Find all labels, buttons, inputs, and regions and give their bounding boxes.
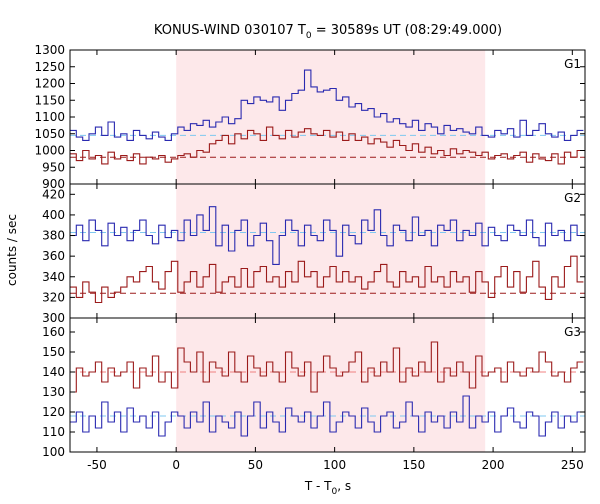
x-axis-label-main: T - T — [304, 479, 332, 493]
g2-y-tick-label-300: 300 — [42, 311, 65, 325]
y-axis-label: counts / sec — [5, 214, 19, 286]
g3-y-tick-label-120: 120 — [42, 405, 65, 419]
data-layer — [70, 69, 585, 437]
g1-panel-label: G1 — [564, 57, 581, 71]
g2-y-tick-label-320: 320 — [42, 290, 65, 304]
x-axis-label-rest: , s — [337, 479, 351, 493]
g1-red-series-line — [70, 126, 584, 165]
g1-y-tick-label-1100: 1100 — [34, 110, 65, 124]
x-axis-label-subscript: 0 — [332, 487, 338, 497]
g2-y-tick-label-420: 420 — [42, 187, 65, 201]
frame-layer: 9009501000105011001150120012501300G13003… — [34, 43, 586, 472]
g2-red-series-line — [70, 255, 584, 304]
g2-shaded-interval — [176, 184, 486, 318]
g3-y-tick-label-130: 130 — [42, 385, 65, 399]
g2-y-tick-label-360: 360 — [42, 249, 65, 263]
x-tick-label--50: -50 — [87, 458, 107, 472]
g3-blue-series-line — [70, 395, 584, 437]
g3-panel-label: G3 — [564, 325, 581, 339]
chart-title-rest: = 30589s UT (08:29:49.000) — [312, 23, 502, 38]
g1-y-tick-label-1050: 1050 — [34, 127, 65, 141]
g1-y-tick-label-1000: 1000 — [34, 144, 65, 158]
x-axis-label: T - T0, s — [304, 479, 351, 497]
x-tick-label-0: 0 — [172, 458, 180, 472]
g1-y-tick-label-1300: 1300 — [34, 43, 65, 57]
chart-title-subscript: 0 — [306, 31, 312, 41]
g1-y-tick-label-1250: 1250 — [34, 60, 65, 74]
g2-panel-label: G2 — [564, 191, 581, 205]
x-tick-label-50: 50 — [248, 458, 263, 472]
g1-y-tick-label-1200: 1200 — [34, 77, 65, 91]
g3-y-tick-label-100: 100 — [42, 445, 65, 459]
g3-y-tick-label-110: 110 — [42, 425, 65, 439]
x-tick-label-200: 200 — [482, 458, 505, 472]
g2-y-tick-label-380: 380 — [42, 229, 65, 243]
x-tick-label-150: 150 — [402, 458, 425, 472]
g3-shaded-interval — [176, 318, 486, 452]
shaded-interval-layer — [176, 50, 486, 452]
g3-y-tick-label-150: 150 — [42, 345, 65, 359]
chart-title: KONUS-WIND 030107 T0 = 30589s UT (08:29:… — [154, 23, 502, 41]
g1-y-tick-label-1150: 1150 — [34, 93, 65, 107]
g2-y-tick-label-340: 340 — [42, 270, 65, 284]
g2-blue-series-line — [70, 206, 584, 265]
g3-panel-frame — [69, 317, 586, 453]
g1-blue-series-line — [70, 69, 584, 141]
x-tick-label-100: 100 — [323, 458, 346, 472]
g1-y-tick-label-900: 900 — [42, 177, 65, 191]
g3-y-tick-label-140: 140 — [42, 365, 65, 379]
g2-y-tick-label-400: 400 — [42, 208, 65, 222]
g1-y-tick-label-950: 950 — [42, 160, 65, 174]
g3-y-tick-label-160: 160 — [42, 325, 65, 339]
g3-red-series-line — [70, 341, 584, 393]
chart-title-main: KONUS-WIND 030107 T — [154, 23, 306, 38]
x-tick-label-250: 250 — [561, 458, 584, 472]
